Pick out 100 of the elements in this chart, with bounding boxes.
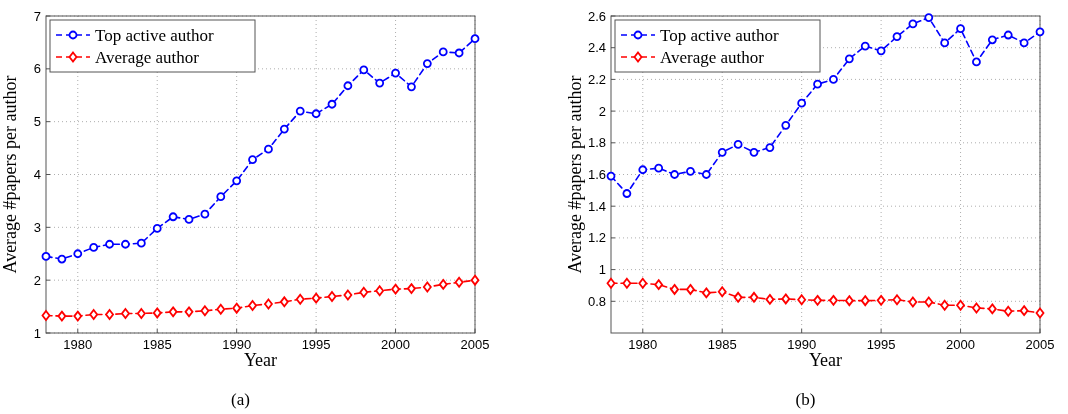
point — [168, 306, 178, 318]
point — [105, 239, 114, 249]
x-tick-label: 1985 — [142, 337, 172, 352]
point — [152, 307, 162, 319]
point — [184, 306, 194, 318]
point — [454, 276, 464, 288]
point — [733, 139, 743, 149]
point — [654, 279, 664, 291]
point — [57, 310, 67, 322]
point — [168, 212, 178, 222]
point — [908, 19, 918, 29]
point — [295, 106, 305, 116]
point — [279, 296, 289, 308]
y-tick-label: 1.2 — [587, 230, 606, 246]
point — [765, 294, 775, 305]
point — [972, 57, 981, 67]
x-tick-label: 1980 — [628, 337, 658, 352]
legend-label: Top active author — [660, 26, 780, 45]
point — [248, 300, 257, 311]
point — [860, 41, 870, 51]
point — [200, 305, 210, 317]
point — [248, 155, 257, 165]
point — [359, 286, 369, 298]
x-tick-label: 1980 — [63, 337, 93, 352]
y-tick-label: 2.4 — [587, 40, 606, 56]
point — [264, 298, 273, 310]
point — [89, 309, 99, 320]
x-tick-label: 2005 — [1025, 337, 1055, 352]
y-tick-label: 2.2 — [587, 71, 606, 87]
point — [152, 224, 162, 233]
point — [41, 252, 51, 261]
y-tick-label: 4 — [33, 167, 41, 182]
point — [73, 310, 83, 322]
point — [295, 293, 305, 305]
point — [956, 24, 965, 34]
point — [216, 192, 226, 202]
point — [606, 277, 616, 289]
y-tick-label: 0.8 — [587, 293, 606, 309]
y-tick-label: 2.6 — [587, 8, 606, 24]
point — [733, 291, 743, 303]
point — [438, 47, 448, 57]
point — [622, 277, 632, 289]
point — [73, 249, 83, 259]
point — [844, 54, 854, 64]
point — [470, 34, 480, 44]
point — [844, 295, 854, 307]
point — [670, 284, 679, 295]
y-tick-label: 2 — [33, 272, 41, 288]
text: (b) — [795, 390, 816, 409]
point — [622, 189, 632, 198]
point — [829, 294, 838, 306]
point — [654, 163, 664, 173]
point — [813, 79, 822, 89]
y-tick-label: 1.8 — [587, 135, 606, 151]
point — [924, 13, 934, 22]
point — [1003, 30, 1013, 40]
point — [876, 46, 886, 56]
point — [892, 294, 902, 306]
point — [327, 291, 337, 302]
point — [1003, 305, 1013, 317]
y-tick-label: 1.6 — [587, 167, 606, 182]
x-tick-label: 1995 — [866, 337, 896, 352]
point — [765, 143, 775, 152]
point — [311, 109, 321, 119]
y-axis-title: Average #papers per author — [565, 75, 585, 274]
point — [359, 65, 369, 75]
point — [813, 294, 822, 306]
y-tick-label: 6 — [33, 61, 41, 77]
point — [311, 292, 321, 304]
y-tick-label: 2 — [598, 103, 606, 119]
point — [638, 277, 648, 289]
point — [264, 144, 273, 154]
point — [121, 239, 130, 249]
point — [327, 99, 337, 109]
point — [216, 303, 226, 315]
point — [749, 291, 759, 303]
y-tick-label: 1 — [33, 325, 41, 341]
point — [717, 286, 727, 298]
point — [232, 302, 242, 314]
y-tick-label: 1 — [598, 262, 606, 278]
point — [121, 308, 130, 319]
point — [781, 120, 791, 130]
point — [749, 147, 759, 157]
y-tick-label: 1.4 — [587, 198, 606, 214]
point — [876, 294, 886, 306]
point — [940, 299, 950, 311]
point — [343, 81, 353, 91]
point — [829, 75, 838, 84]
point — [422, 59, 432, 68]
y-tick-label: 7 — [33, 8, 41, 24]
point — [972, 302, 981, 314]
point — [470, 274, 480, 286]
x-axis-title: Year — [243, 350, 278, 370]
point — [407, 283, 416, 295]
point — [422, 281, 432, 293]
point — [987, 303, 997, 315]
point — [105, 309, 114, 320]
point — [375, 285, 385, 297]
point — [89, 243, 99, 252]
point — [908, 296, 918, 308]
